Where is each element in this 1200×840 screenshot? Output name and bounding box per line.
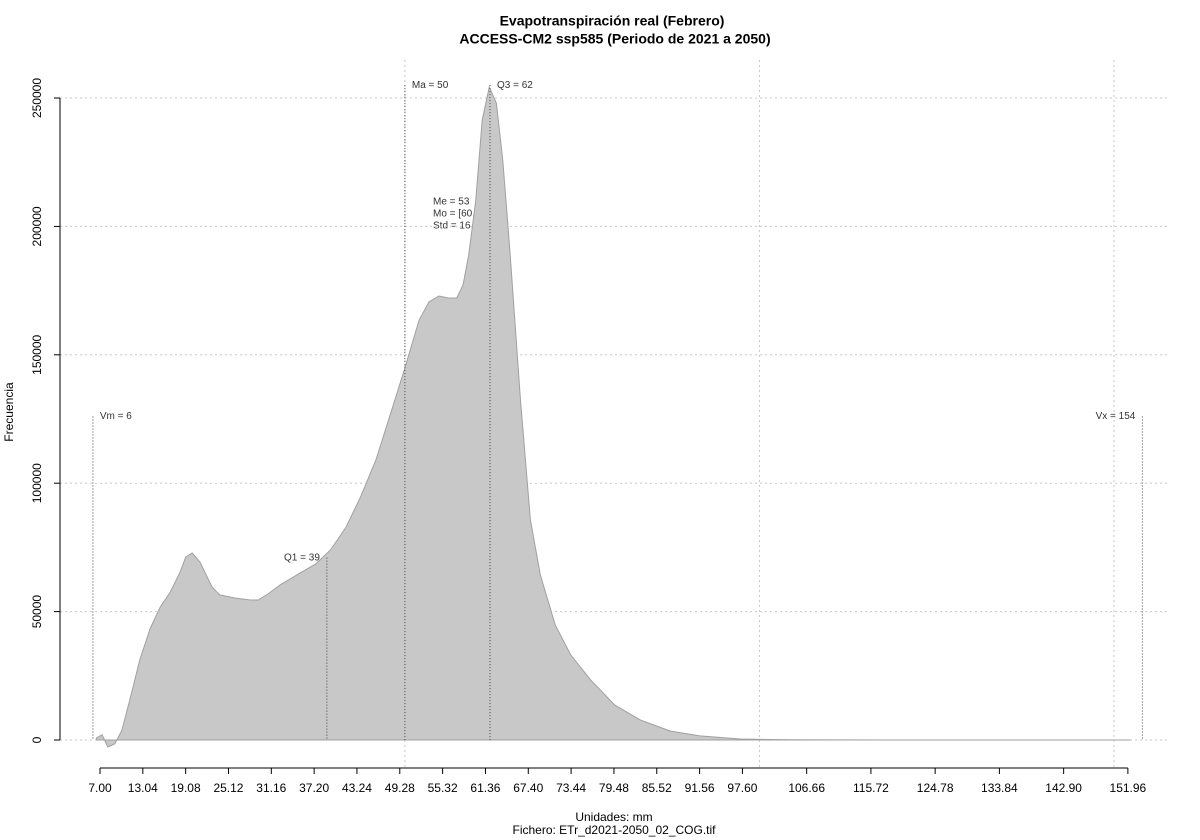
x-tick-label: 55.32 — [428, 781, 458, 795]
y-tick-label: 50000 — [30, 595, 44, 629]
caption: Fichero: ETr_d2021-2050_02_COG.tif — [513, 823, 717, 837]
x-tick-label: 19.08 — [171, 781, 201, 795]
x-tick-label: 7.00 — [88, 781, 112, 795]
x-tick-label: 61.36 — [470, 781, 500, 795]
x-tick-label: 79.48 — [599, 781, 629, 795]
y-tick-label: 250000 — [30, 78, 44, 118]
x-tick-label: 37.20 — [299, 781, 329, 795]
x-tick-label: 115.72 — [853, 781, 889, 795]
x-tick-label: 73.44 — [556, 781, 586, 795]
density-area — [95, 85, 1131, 748]
annotation-label: Ma = 50 — [412, 80, 449, 91]
x-tick-label: 85.52 — [642, 781, 672, 795]
chart-subtitle: ACCESS-CM2 ssp585 (Periodo de 2021 a 205… — [459, 31, 770, 47]
annotation-label: Vm = 6 — [100, 411, 132, 422]
chart-title: Evapotranspiración real (Febrero) — [500, 13, 725, 29]
x-tick-label: 43.24 — [342, 781, 372, 795]
x-tick-label: 13.04 — [128, 781, 158, 795]
y-tick-label: 150000 — [30, 334, 44, 374]
x-tick-label: 106.66 — [788, 781, 825, 795]
x-tick-label: 49.28 — [385, 781, 415, 795]
x-tick-label: 97.60 — [727, 781, 757, 795]
annotation-label: Q3 = 62 — [497, 80, 533, 91]
x-tick-label: 31.16 — [256, 781, 286, 795]
x-tick-label: 133.84 — [981, 781, 1018, 795]
x-tick-label: 124.78 — [917, 781, 954, 795]
x-tick-label: 91.56 — [685, 781, 715, 795]
y-tick-label: 100000 — [30, 463, 44, 503]
stat-text: Mo = [60.4,63.4] — [433, 209, 506, 220]
y-tick-label: 200000 — [30, 206, 44, 246]
y-axis-label: Frecuencia — [2, 382, 16, 442]
y-tick-label: 0 — [30, 736, 44, 743]
annotation-label: Vx = 154 — [1096, 411, 1136, 422]
annotation-label: Q1 = 39 — [284, 552, 320, 563]
stat-text: Me = 53 — [433, 197, 470, 208]
x-axis-label: Unidades: mm — [575, 810, 652, 824]
x-tick-label: 142.90 — [1045, 781, 1082, 795]
x-tick-label: 151.96 — [1110, 781, 1147, 795]
x-tick-label: 25.12 — [213, 781, 243, 795]
x-tick-label: 67.40 — [513, 781, 543, 795]
